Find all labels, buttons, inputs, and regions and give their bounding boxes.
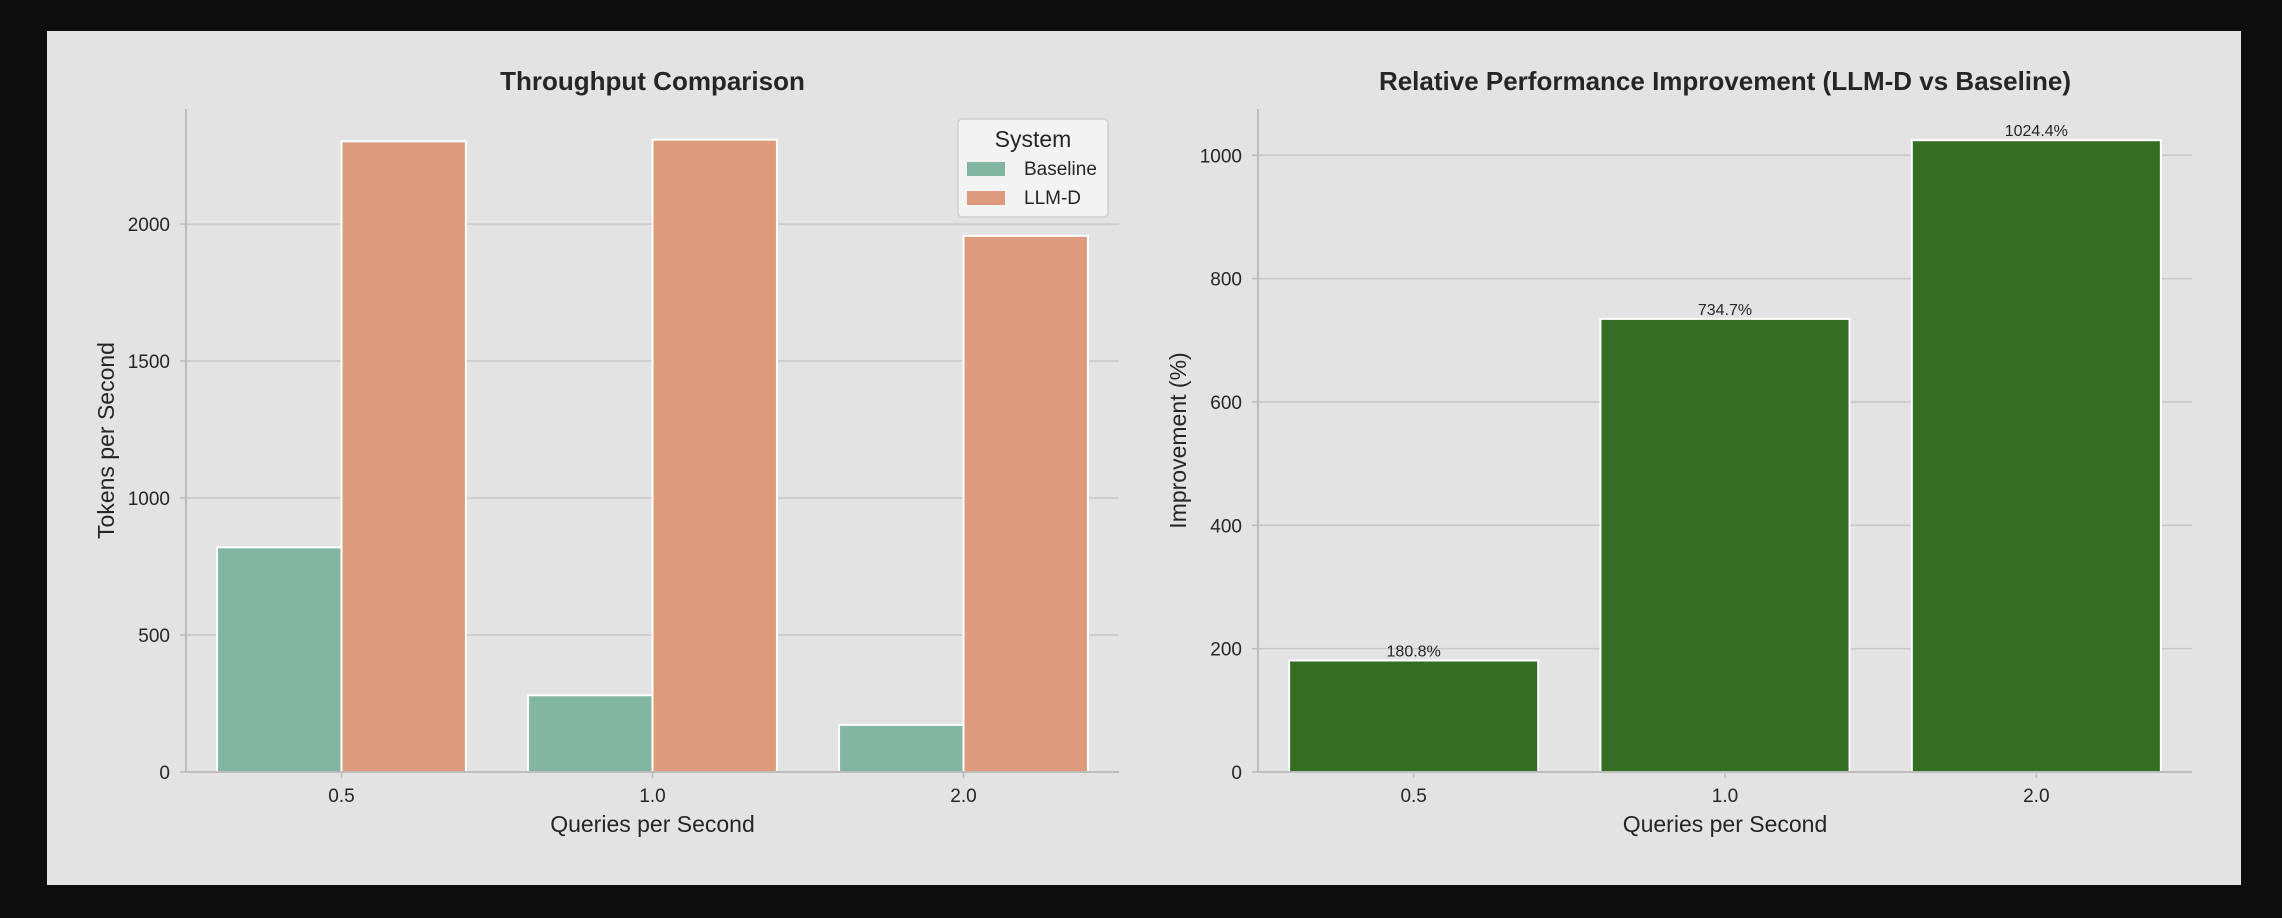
y-axis-label: Tokens per Second — [93, 342, 119, 539]
y-tick-label: 0 — [1231, 763, 1242, 784]
chart-title: Relative Performance Improvement (LLM-D … — [1379, 66, 2071, 96]
x-tick-label: 0.5 — [1400, 786, 1426, 807]
bar — [1599, 317, 1851, 773]
bar — [962, 234, 1089, 774]
legend-swatch — [967, 162, 1005, 176]
legend-label: Baseline — [1024, 159, 1097, 180]
bar — [838, 723, 965, 773]
y-tick-label: 600 — [1210, 393, 1242, 414]
bar — [340, 140, 467, 773]
bar — [527, 694, 654, 773]
bar — [1910, 139, 2162, 773]
y-tick-label: 0 — [159, 763, 170, 784]
bar — [1288, 659, 1540, 774]
x-axis-label: Queries per Second — [1623, 811, 1828, 837]
data-label: 180.8% — [1387, 643, 1441, 660]
x-axis-label: Queries per Second — [550, 811, 755, 837]
y-tick-label: 500 — [138, 626, 170, 647]
y-axis-label: Improvement (%) — [1165, 352, 1191, 528]
y-tick-label: 800 — [1210, 270, 1242, 291]
x-tick-label: 2.0 — [2023, 786, 2049, 807]
legend-label: LLM-D — [1024, 188, 1081, 209]
y-tick-label: 400 — [1210, 516, 1242, 537]
y-tick-label: 2000 — [128, 215, 170, 236]
y-tick-label: 1000 — [128, 489, 170, 510]
legend-title: System — [995, 126, 1072, 152]
x-tick-label: 1.0 — [1712, 786, 1738, 807]
data-label: 734.7% — [1698, 302, 1752, 319]
y-tick-label: 200 — [1210, 640, 1242, 661]
bar — [216, 546, 343, 773]
chart-title: Throughput Comparison — [500, 66, 805, 96]
bar — [651, 138, 778, 773]
y-tick-label: 1000 — [1200, 146, 1242, 167]
x-tick-label: 0.5 — [328, 786, 354, 807]
legend: System Baseline LLM-D — [957, 118, 1109, 218]
x-tick-label: 1.0 — [639, 786, 665, 807]
data-label: 1024.4% — [2005, 123, 2068, 140]
chart-1: 0 500 1000 1500 2000 0.5 1.0 2.0 Throughput Comp… — [93, 66, 1119, 837]
y-tick-label: 1500 — [128, 352, 170, 373]
figure: 0 500 1000 1500 2000 0.5 1.0 2.0 Throughput Comp… — [47, 31, 2241, 885]
x-tick-label: 2.0 — [950, 786, 976, 807]
legend-swatch — [967, 191, 1005, 205]
chart-2: 0 200 400 600 800 1000 180.8% 734.7% 1024.4% 0.5 1… — [1165, 66, 2192, 837]
